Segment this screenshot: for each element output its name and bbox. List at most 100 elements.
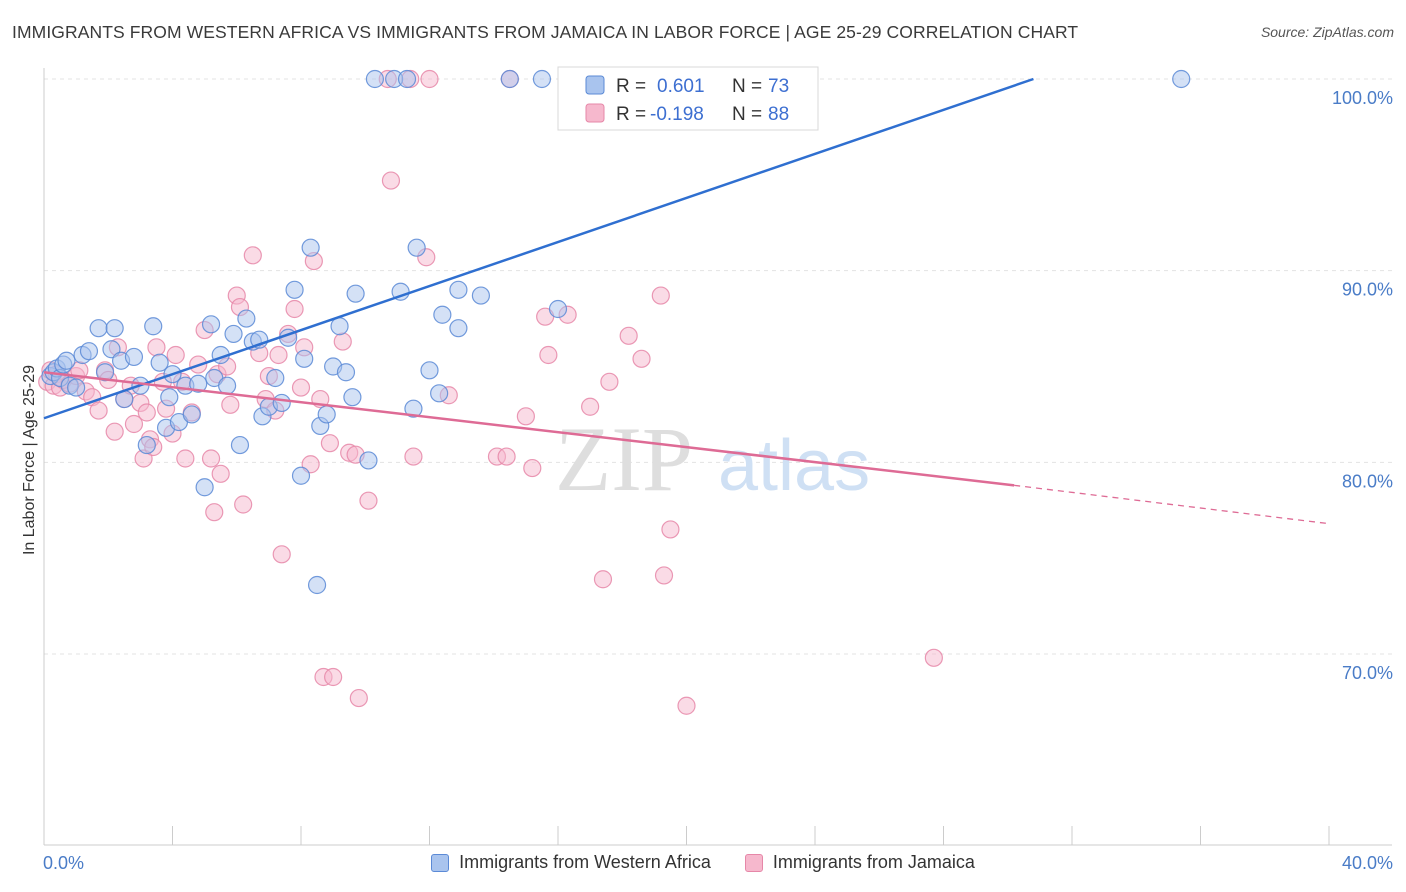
western-africa-point <box>449 319 468 338</box>
jamaica-point <box>497 447 516 466</box>
y-tick-label: 100.0% <box>1332 88 1393 108</box>
jamaica-point <box>619 326 638 345</box>
jamaica-point <box>523 458 542 478</box>
jamaica-point <box>924 648 943 667</box>
western-africa-point <box>397 69 417 89</box>
western-africa-point <box>449 280 468 299</box>
jamaica-point <box>661 520 680 539</box>
western-africa-point <box>95 363 115 382</box>
jamaica-point <box>677 696 696 715</box>
jamaica-point <box>349 688 368 708</box>
jamaica-point <box>269 345 288 365</box>
western-africa-point <box>105 319 124 338</box>
jamaica-point <box>324 667 343 687</box>
legend-r-value-a: 0.601 <box>657 76 705 97</box>
western-africa-point <box>89 319 108 338</box>
western-africa-point <box>272 393 291 413</box>
western-africa-point <box>195 478 214 497</box>
western-africa-point <box>79 342 99 361</box>
western-africa-point <box>346 284 365 303</box>
jamaica-point <box>205 503 224 522</box>
legend-r-value-b: -0.198 <box>650 104 704 125</box>
western-africa-point <box>317 405 336 424</box>
western-africa-point <box>359 451 378 470</box>
jamaica-point <box>124 414 144 434</box>
western-africa-point <box>548 299 568 319</box>
jamaica-point <box>404 447 423 466</box>
legend-n-label-a: N = <box>732 76 762 97</box>
jamaica-point <box>651 286 670 305</box>
western-africa-point <box>285 280 304 299</box>
chart-title: IMMIGRANTS FROM WESTERN AFRICA VS IMMIGR… <box>12 22 1079 42</box>
jamaica-point <box>359 491 378 510</box>
legend-swatch-jamaica <box>585 103 605 123</box>
western-africa-point <box>407 238 426 257</box>
western-africa-point <box>230 435 250 455</box>
western-africa-point <box>266 368 285 388</box>
legend-label-jamaica: Immigrants from Jamaica <box>772 852 975 872</box>
jamaica-point <box>420 69 439 89</box>
western-africa-point <box>182 405 201 424</box>
series-legend: Immigrants from Western Africa Immigrant… <box>0 852 1406 873</box>
jamaica-point <box>539 345 558 365</box>
trend-line-western-africa <box>43 77 1034 420</box>
western-africa-point <box>307 575 327 595</box>
western-africa-point <box>420 361 439 380</box>
western-africa-point <box>150 353 169 372</box>
jamaica-point <box>593 570 613 589</box>
grid-lines <box>44 78 1392 655</box>
jamaica-point <box>89 401 108 420</box>
western-africa-point <box>343 388 362 407</box>
chart-source: Source: ZipAtlas.com <box>1260 24 1394 40</box>
legend-n-value-b: 88 <box>768 104 789 125</box>
jamaica-point <box>333 332 352 351</box>
legend-swatch-western-africa-bottom <box>431 853 450 872</box>
y-axis-label: In Labor Force | Age 25-29 <box>21 365 38 555</box>
western-africa-point <box>1172 69 1191 89</box>
western-africa-point <box>433 305 452 324</box>
western-africa-point <box>532 69 552 89</box>
western-africa-point <box>430 384 449 403</box>
western-africa-point <box>295 349 314 368</box>
jamaica-point <box>221 395 240 414</box>
y-tick-labels: 70.0% 80.0% 90.0% 100.0% <box>1332 88 1393 683</box>
western-africa-point <box>330 317 349 336</box>
legend-item-jamaica: Immigrants from Jamaica <box>744 852 975 873</box>
jamaica-point <box>147 338 166 357</box>
western-africa-point <box>336 363 356 382</box>
trend-lines <box>43 77 1330 525</box>
jamaica-point <box>243 246 262 265</box>
jamaica-point <box>272 545 291 564</box>
western-africa-point <box>237 309 256 328</box>
jamaica-point <box>320 434 340 453</box>
jamaica-point <box>516 407 535 426</box>
western-africa-point <box>189 374 208 393</box>
jamaica-point <box>632 349 651 368</box>
y-tick-label: 90.0% <box>1342 280 1393 300</box>
western-africa-point <box>218 376 237 395</box>
jamaica-point <box>234 495 253 514</box>
legend-swatch-western-africa <box>585 75 605 95</box>
trend-line-jamaica-extension <box>1014 484 1330 525</box>
western-africa-point <box>67 378 86 397</box>
western-africa-point <box>291 466 311 485</box>
jamaica-point <box>654 566 674 585</box>
legend-item-western-africa: Immigrants from Western Africa <box>431 852 711 873</box>
x-tick-min: 0.0% <box>43 853 84 873</box>
western-africa-point <box>471 286 490 305</box>
trend-line-jamaica <box>43 371 1015 487</box>
legend-r-label-a: R = <box>616 76 646 97</box>
western-africa-point <box>57 351 76 370</box>
legend-n-value-a: 73 <box>768 76 789 97</box>
jamaica-point <box>176 449 195 468</box>
legend-n-label-b: N = <box>732 104 762 125</box>
western-africa-point <box>124 347 144 367</box>
watermark-zip: ZIP <box>555 408 693 510</box>
western-africa-point <box>500 69 519 89</box>
jamaica-point <box>581 397 600 416</box>
legend-label-western-africa: Immigrants from Western Africa <box>459 852 711 872</box>
y-tick-label: 70.0% <box>1342 663 1393 683</box>
western-africa-point <box>137 435 156 455</box>
legend-r-label-b: R = <box>616 104 646 125</box>
jamaica-point <box>291 378 311 397</box>
